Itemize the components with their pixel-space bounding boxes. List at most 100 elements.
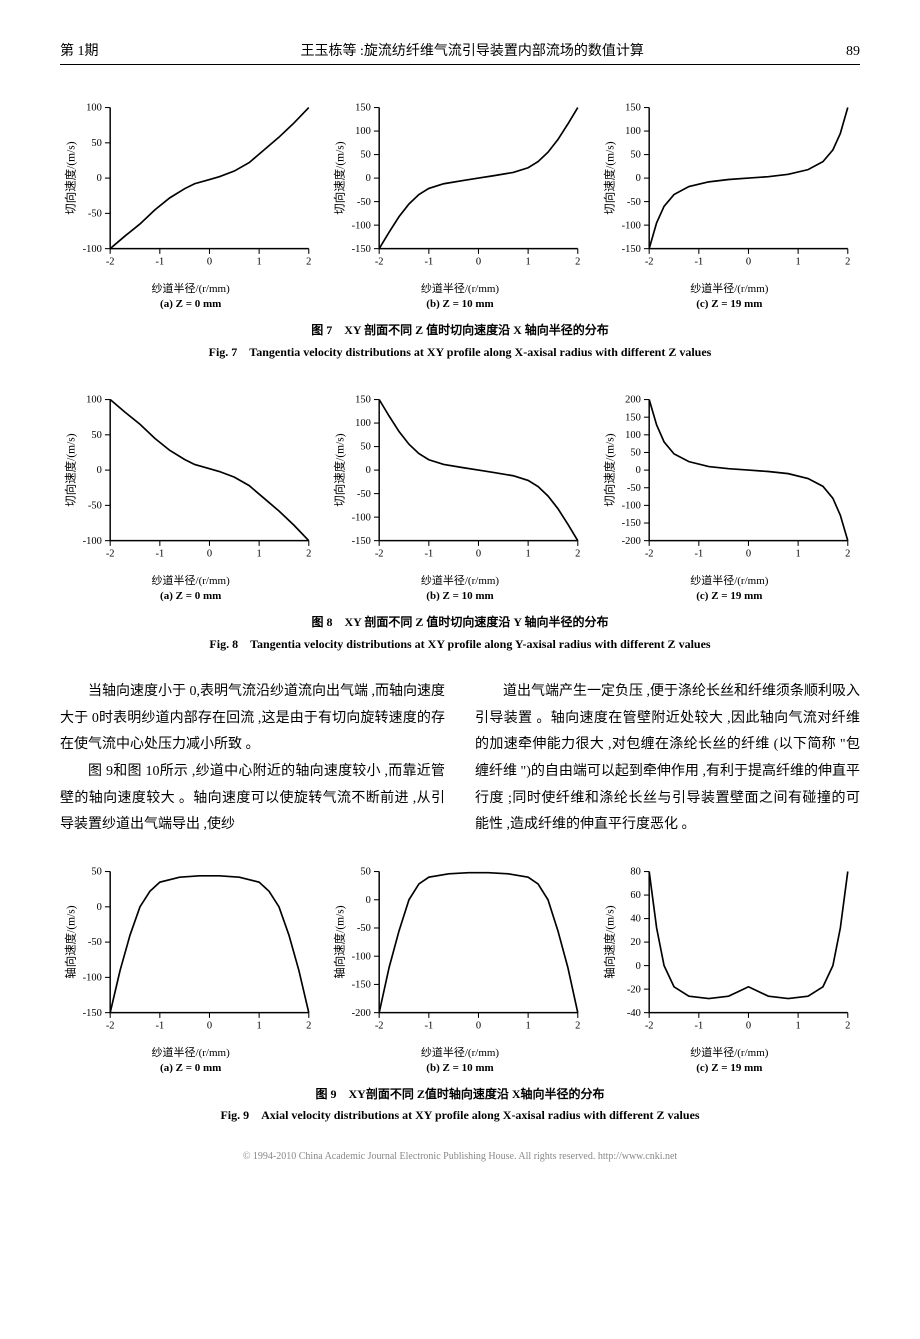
chart-svg: -150-100-50050-2-1012轴向速度/(m/s): [60, 859, 321, 1042]
svg-text:-1: -1: [425, 256, 434, 267]
subplot-caption: 纱道半径/(r/mm) (b) Z = 10 mm: [329, 1044, 590, 1074]
svg-text:-40: -40: [627, 1008, 641, 1019]
svg-text:-1: -1: [694, 1020, 703, 1031]
svg-text:-200: -200: [352, 1008, 371, 1019]
subplot-caption: 纱道半径/(r/mm) (c) Z = 19 mm: [599, 280, 860, 310]
svg-text:-150: -150: [83, 1008, 102, 1019]
svg-text:150: 150: [355, 395, 371, 406]
svg-text:-150: -150: [621, 518, 640, 529]
running-title: 王玉栋等 :旋流纺纤维气流引导装置内部流场的数值计算: [301, 40, 644, 60]
footer: © 1994-2010 China Academic Journal Elect…: [60, 1151, 860, 1162]
subplot-caption: 纱道半径/(r/mm) (b) Z = 10 mm: [329, 572, 590, 602]
svg-text:50: 50: [361, 442, 371, 453]
svg-text:0: 0: [366, 895, 371, 906]
chart-svg: -150-100-50050100150-2-1012切向速度/(m/s): [599, 95, 860, 278]
fig8-caption-en: Fig. 8 Tangentia velocity distributions …: [60, 634, 860, 656]
chart-subplot: -150-100-50050100150-2-1012切向速度/(m/s) 纱道…: [329, 387, 590, 602]
svg-text:0: 0: [366, 173, 371, 184]
svg-text:切向速度/(m/s): 切向速度/(m/s): [333, 433, 347, 507]
chart-svg: -40-20020406080-2-1012轴向速度/(m/s): [599, 859, 860, 1042]
svg-text:1: 1: [526, 548, 531, 559]
svg-text:50: 50: [361, 150, 371, 161]
page-header: 第 1期 王玉栋等 :旋流纺纤维气流引导装置内部流场的数值计算 89: [60, 40, 860, 65]
svg-text:0: 0: [207, 548, 212, 559]
chart-svg: -150-100-50050100150-2-1012切向速度/(m/s): [329, 95, 590, 278]
svg-text:-100: -100: [352, 220, 371, 231]
svg-text:-100: -100: [621, 501, 640, 512]
svg-text:2: 2: [845, 1020, 850, 1031]
page-number: 89: [846, 44, 860, 60]
svg-text:1: 1: [526, 256, 531, 267]
chart-subplot: -150-100-50050100150-2-1012切向速度/(m/s) 纱道…: [599, 95, 860, 310]
svg-text:-100: -100: [352, 951, 371, 962]
svg-text:-2: -2: [106, 548, 115, 559]
chart-subplot: -100-50050100-2-1012切向速度/(m/s) 纱道半径/(r/m…: [60, 95, 321, 310]
svg-text:150: 150: [625, 103, 641, 114]
subplot-caption: 纱道半径/(r/mm) (a) Z = 0 mm: [60, 1044, 321, 1074]
svg-text:-150: -150: [352, 536, 371, 547]
fig7-caption-cn: 图 7 XY 剖面不同 Z 值时切向速度沿 X 轴向半径的分布: [60, 320, 860, 342]
svg-text:-200: -200: [621, 536, 640, 547]
svg-text:-1: -1: [694, 548, 703, 559]
fig9-caption-cn: 图 9 XY剖面不同 Z值时轴向速度沿 X轴向半径的分布: [60, 1084, 860, 1106]
svg-text:切向速度/(m/s): 切向速度/(m/s): [602, 433, 616, 507]
svg-text:50: 50: [630, 448, 640, 459]
svg-text:-2: -2: [106, 1020, 115, 1031]
svg-text:-100: -100: [83, 536, 102, 547]
svg-text:-50: -50: [357, 489, 371, 500]
svg-text:0: 0: [97, 465, 102, 476]
svg-text:100: 100: [355, 126, 371, 137]
svg-text:100: 100: [625, 430, 641, 441]
subplot-caption: 纱道半径/(r/mm) (c) Z = 19 mm: [599, 1044, 860, 1074]
right-column: 道出气端产生一定负压 ,便于涤纶长丝和纤维须条顺利吸入引导装置 。轴向速度在管壁…: [475, 679, 860, 839]
svg-text:0: 0: [97, 173, 102, 184]
chart-svg: -150-100-50050100150-2-1012切向速度/(m/s): [329, 387, 590, 570]
fig9-caption: 图 9 XY剖面不同 Z值时轴向速度沿 X轴向半径的分布 Fig. 9 Axia…: [60, 1084, 860, 1127]
svg-text:-50: -50: [357, 923, 371, 934]
svg-text:0: 0: [207, 256, 212, 267]
subplot-caption: 纱道半径/(r/mm) (a) Z = 0 mm: [60, 572, 321, 602]
fig8-caption-cn: 图 8 XY 剖面不同 Z 值时切向速度沿 Y 轴向半径的分布: [60, 612, 860, 634]
svg-text:2: 2: [306, 256, 311, 267]
svg-text:轴向速度/(m/s): 轴向速度/(m/s): [333, 905, 347, 979]
svg-text:轴向速度/(m/s): 轴向速度/(m/s): [64, 905, 78, 979]
svg-text:-50: -50: [88, 209, 102, 220]
svg-text:-20: -20: [627, 984, 641, 995]
svg-text:-2: -2: [106, 256, 115, 267]
subplot-caption: 纱道半径/(r/mm) (a) Z = 0 mm: [60, 280, 321, 310]
svg-text:0: 0: [635, 465, 640, 476]
svg-text:50: 50: [361, 866, 371, 877]
svg-text:1: 1: [257, 256, 262, 267]
svg-text:-1: -1: [694, 256, 703, 267]
svg-text:1: 1: [795, 1020, 800, 1031]
svg-text:切向速度/(m/s): 切向速度/(m/s): [64, 433, 78, 507]
issue-number: 第 1期: [60, 40, 99, 60]
svg-text:-50: -50: [627, 197, 641, 208]
chart-subplot: -200-150-100-50050-2-1012轴向速度/(m/s) 纱道半径…: [329, 859, 590, 1074]
svg-text:0: 0: [746, 256, 751, 267]
svg-text:60: 60: [630, 890, 640, 901]
svg-text:50: 50: [91, 866, 101, 877]
svg-text:80: 80: [630, 866, 640, 877]
chart-subplot: -150-100-50050100150-2-1012切向速度/(m/s) 纱道…: [329, 95, 590, 310]
chart-svg: -200-150-100-50050-2-1012轴向速度/(m/s): [329, 859, 590, 1042]
svg-text:-100: -100: [83, 972, 102, 983]
svg-text:-2: -2: [644, 1020, 653, 1031]
svg-text:-1: -1: [425, 1020, 434, 1031]
chart-subplot: -150-100-50050-2-1012轴向速度/(m/s) 纱道半径/(r/…: [60, 859, 321, 1074]
svg-text:2: 2: [306, 1020, 311, 1031]
svg-text:-2: -2: [644, 256, 653, 267]
svg-text:切向速度/(m/s): 切向速度/(m/s): [333, 141, 347, 215]
subplot-caption: 纱道半径/(r/mm) (b) Z = 10 mm: [329, 280, 590, 310]
svg-text:-2: -2: [375, 256, 384, 267]
svg-text:2: 2: [306, 548, 311, 559]
svg-text:0: 0: [476, 548, 481, 559]
svg-text:100: 100: [86, 395, 102, 406]
svg-text:轴向速度/(m/s): 轴向速度/(m/s): [602, 905, 616, 979]
svg-text:20: 20: [630, 937, 640, 948]
svg-text:50: 50: [630, 150, 640, 161]
svg-text:100: 100: [86, 103, 102, 114]
svg-text:200: 200: [625, 395, 641, 406]
svg-text:-2: -2: [375, 548, 384, 559]
svg-text:40: 40: [630, 913, 640, 924]
